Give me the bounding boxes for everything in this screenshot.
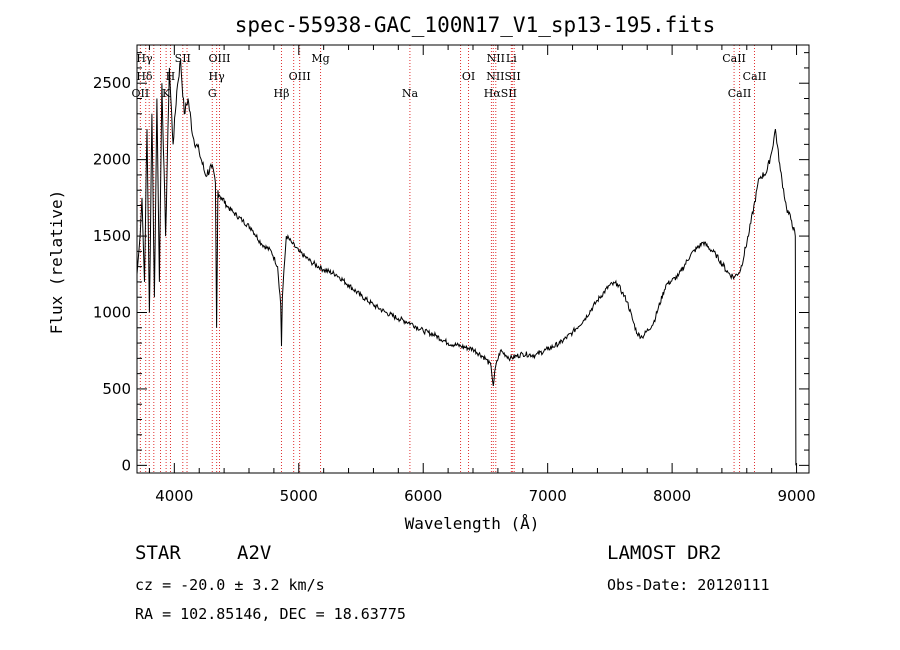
y-axis-ticks: 0 500 1000 1500 2000 2500 — [93, 52, 809, 474]
x-tick-label: 4000 — [155, 487, 193, 505]
plot-frame — [136, 44, 810, 474]
y-tick-label: 0 — [121, 456, 131, 474]
spectral-line-label: OII — [132, 87, 150, 100]
spectral-line-label: NII — [487, 52, 505, 65]
redshift-value: cz = -20.0 ± 3.2 km/s — [135, 576, 325, 594]
x-tick-label: 5000 — [280, 487, 318, 505]
y-tick-label: 1500 — [93, 227, 131, 245]
sky-coordinates: RA = 102.85146, DEC = 18.63775 — [135, 605, 406, 623]
spectral-line-label: NIISII — [486, 70, 521, 83]
spectral-line-label: G — [208, 87, 217, 100]
spectral-line-label: Hγ — [136, 52, 153, 65]
y-tick-label: 1000 — [93, 304, 131, 322]
spectral-subclass: A2V — [237, 542, 272, 564]
spectral-line-label: Na — [402, 87, 419, 100]
spectral-line-label: CaII — [728, 87, 752, 100]
spectral-line-label: OIII — [208, 52, 230, 65]
observation-date: Obs-Date: 20120111 — [607, 576, 770, 594]
x-tick-label: 9000 — [777, 487, 815, 505]
y-tick-label: 2000 — [93, 151, 131, 169]
spectral-line-label: OI — [462, 70, 475, 83]
y-axis-label: Flux (relative) — [47, 190, 66, 335]
spectral-line-label: Hβ — [274, 87, 290, 100]
spectral-line-label: OIII — [289, 70, 311, 83]
survey-name: LAMOST DR2 — [607, 542, 722, 564]
object-type: STAR — [135, 542, 181, 564]
y-tick-label: 500 — [102, 380, 131, 398]
spectral-line-label: HαSII — [484, 87, 517, 100]
spectral-line-label: CaII — [743, 70, 767, 83]
spectral-line-label: Mg — [311, 52, 329, 65]
spectral-line-label: H — [166, 70, 176, 83]
y-tick-label: 2500 — [93, 74, 131, 92]
spectral-line-label: Li — [506, 52, 517, 65]
spectral-line-markers — [139, 45, 755, 473]
x-tick-label: 8000 — [653, 487, 691, 505]
spectral-line-label: K — [162, 87, 171, 100]
spectral-line-label: Hγ — [209, 70, 226, 83]
x-axis-ticks: 4000 5000 6000 7000 8000 9000 — [148, 45, 816, 505]
x-tick-label: 7000 — [529, 487, 567, 505]
spectral-line-label: CaII — [722, 52, 746, 65]
spectral-line-label: SII — [175, 52, 191, 65]
chart-title: spec-55938-GAC_100N17_V1_sp13-195.fits — [235, 13, 715, 37]
spectrum-series-line — [136, 60, 797, 466]
x-tick-label: 6000 — [404, 487, 442, 505]
x-axis-label: Wavelength (Å) — [405, 514, 540, 533]
spectral-line-label: Hδ — [136, 70, 153, 83]
